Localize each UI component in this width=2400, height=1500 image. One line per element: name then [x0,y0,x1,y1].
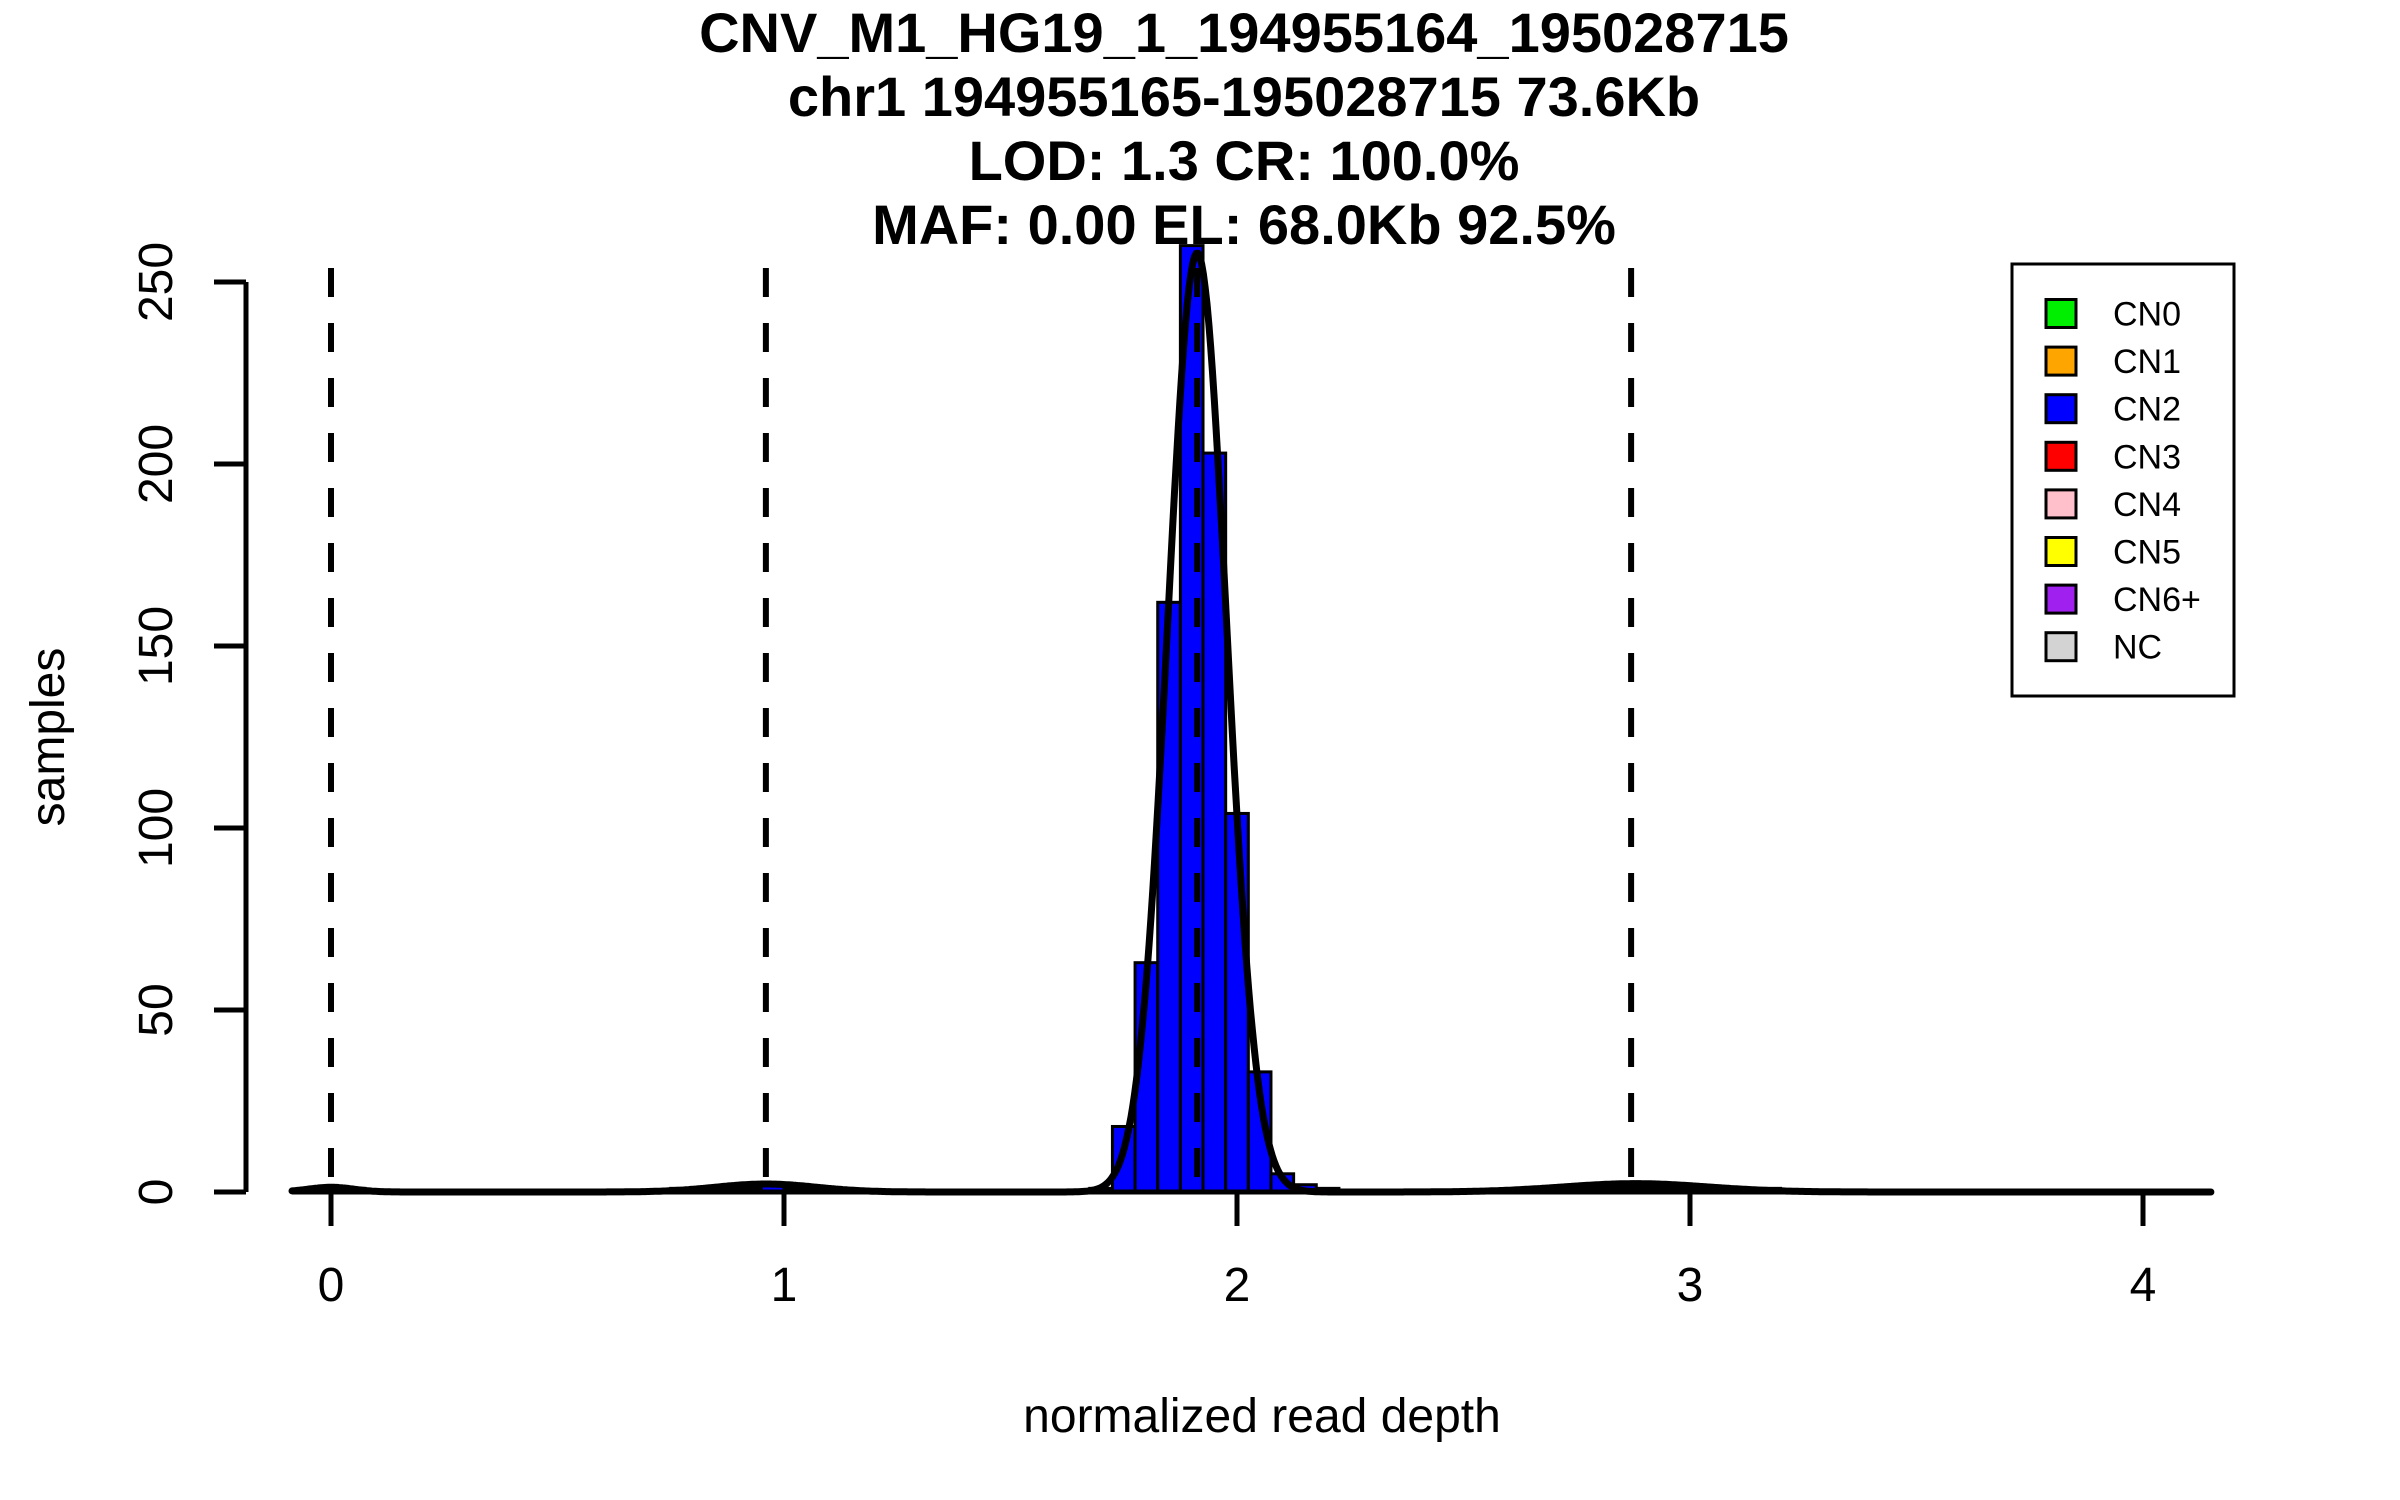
y-axis-tick-label: 150 [130,606,183,686]
legend-swatch-cn6plus [2044,583,2078,615]
axes-layer: 0 1 2 3 4 0 50 100 150 200 250 [130,242,2212,1312]
x-axis-tick-label: 2 [1224,1259,1251,1312]
legend-item: CN2 [2044,391,2181,429]
legend-label: NC [2113,629,2162,667]
y-axis-title: samples [22,648,75,827]
cluster-mean-lines-layer [328,268,1635,1192]
legend-label: CN3 [2113,438,2181,476]
legend-label: CN5 [2113,534,2181,572]
plot-title-line-4: MAF: 0.00 EL: 68.0Kb 92.5% [872,193,1616,256]
y-axis-tick-label: 50 [130,983,183,1036]
legend-item: NC [2044,629,2162,667]
legend-item: CN5 [2044,534,2181,572]
fit-curve [288,249,2215,1196]
legend-swatch-nc [2044,631,2078,663]
fit-curve-layer [288,249,2215,1196]
legend-box [2010,262,2236,698]
legend-swatch-cn1 [2044,345,2078,377]
legend-label: CN0 [2113,296,2181,334]
legend-label: CN4 [2113,486,2181,524]
x-axis-tick-label: 4 [2130,1259,2157,1312]
legend-swatch-cn2 [2044,393,2078,425]
y-axis-tick-label: 250 [130,242,183,322]
legend-item: CN1 [2044,343,2181,381]
legend-item: CN0 [2044,296,2181,334]
legend-layer: CN0 CN1 CN2 CN3 CN4 CN5 CN6+ NC [2010,262,2236,698]
plot-title-line-3: LOD: 1.3 CR: 100.0% [969,129,1520,192]
y-axis-tick-label: 100 [130,788,183,868]
y-axis-tick-label: 200 [130,424,183,504]
x-axis-title: normalized read depth [1023,1390,1501,1443]
y-axis-tick-label: 0 [130,1179,183,1206]
legend-item: CN4 [2044,486,2181,524]
legend-swatch-cn4 [2044,488,2078,520]
legend-item: CN3 [2044,438,2181,476]
legend-swatch-cn3 [2044,440,2078,472]
legend-label: CN2 [2113,391,2181,429]
legend-label: CN1 [2113,343,2181,381]
x-axis-tick-label: 1 [771,1259,798,1312]
plot-title-line-1: CNV_M1_HG19_1_194955164_195028715 [699,1,1789,64]
x-axis-tick-label: 3 [1677,1259,1704,1312]
legend-swatch-cn0 [2044,298,2078,329]
histogram-bars-layer [300,244,1783,1194]
legend-swatch-cn5 [2044,536,2078,567]
plot-title-line-2: chr1 194955165-195028715 73.6Kb [788,65,1700,128]
legend-item: CN6+ [2044,581,2201,619]
legend-label: CN6+ [2113,581,2201,619]
x-axis-tick-label: 0 [318,1259,345,1312]
